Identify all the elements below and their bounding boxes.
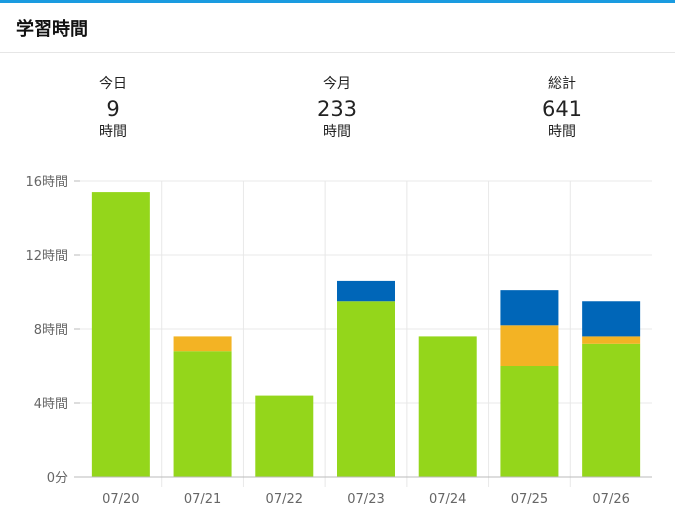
bar-segment-07-26-s1 [582, 336, 641, 344]
bar-segment-07-20-s0 [91, 192, 150, 477]
bar-segment-07-22-s0 [255, 395, 314, 477]
x-tick-label: 07/22 [266, 492, 303, 507]
stat-label: 今月 [323, 76, 351, 92]
bar-segment-07-24-s0 [418, 336, 477, 477]
stat-unit: 時間 [323, 124, 351, 140]
y-tick-label: 8時間 [34, 323, 68, 338]
bar-segment-07-21-s0 [173, 351, 232, 477]
study-time-bar-chart: 0分 4時間 8時間 12時間 16時間 07/20 07/21 07/22 07/23 07/2… [25, 175, 652, 507]
stat-label: 総計 [548, 76, 576, 92]
bar-segment-07-26-s2 [582, 301, 641, 337]
panel-header: 学習時間 [0, 3, 675, 53]
bar-segment-07-23-s2 [337, 280, 395, 302]
panel-title: 学習時間 [16, 18, 88, 40]
stat-label: 今日 [99, 76, 127, 92]
stat-total: 総計 641 時間 [492, 75, 632, 141]
bar-segment-07-25-s0 [500, 366, 559, 477]
stats-row: 今日 9 時間 今月 233 時間 総計 641 時間 [0, 75, 675, 155]
x-tick-label: 07/25 [511, 492, 548, 507]
x-tick-label: 07/24 [429, 492, 466, 507]
bar-segment-07-23-s0 [337, 301, 395, 477]
bar-segment-07-21-s1 [173, 336, 232, 352]
x-tick-label: 07/21 [184, 492, 221, 507]
bar-segment-07-25-s2 [500, 290, 559, 326]
stat-today: 今日 9 時間 [43, 75, 183, 141]
stat-value: 233 [316, 97, 358, 121]
stat-unit: 時間 [548, 124, 576, 140]
bar-segment-07-25-s1 [500, 325, 559, 366]
y-tick-label: 0分 [47, 471, 68, 486]
y-tick-label: 16時間 [25, 175, 68, 190]
y-tick-label: 4時間 [34, 397, 68, 412]
x-tick-label: 07/20 [102, 492, 139, 507]
stat-month: 今月 233 時間 [267, 75, 407, 141]
x-tick-label: 07/23 [347, 492, 384, 507]
stat-value: 641 [541, 97, 583, 121]
stat-value: 9 [106, 97, 120, 121]
bar-segment-07-26-s0 [582, 343, 641, 477]
x-tick-label: 07/26 [592, 492, 629, 507]
y-tick-label: 12時間 [25, 249, 68, 264]
stat-unit: 時間 [99, 124, 127, 140]
